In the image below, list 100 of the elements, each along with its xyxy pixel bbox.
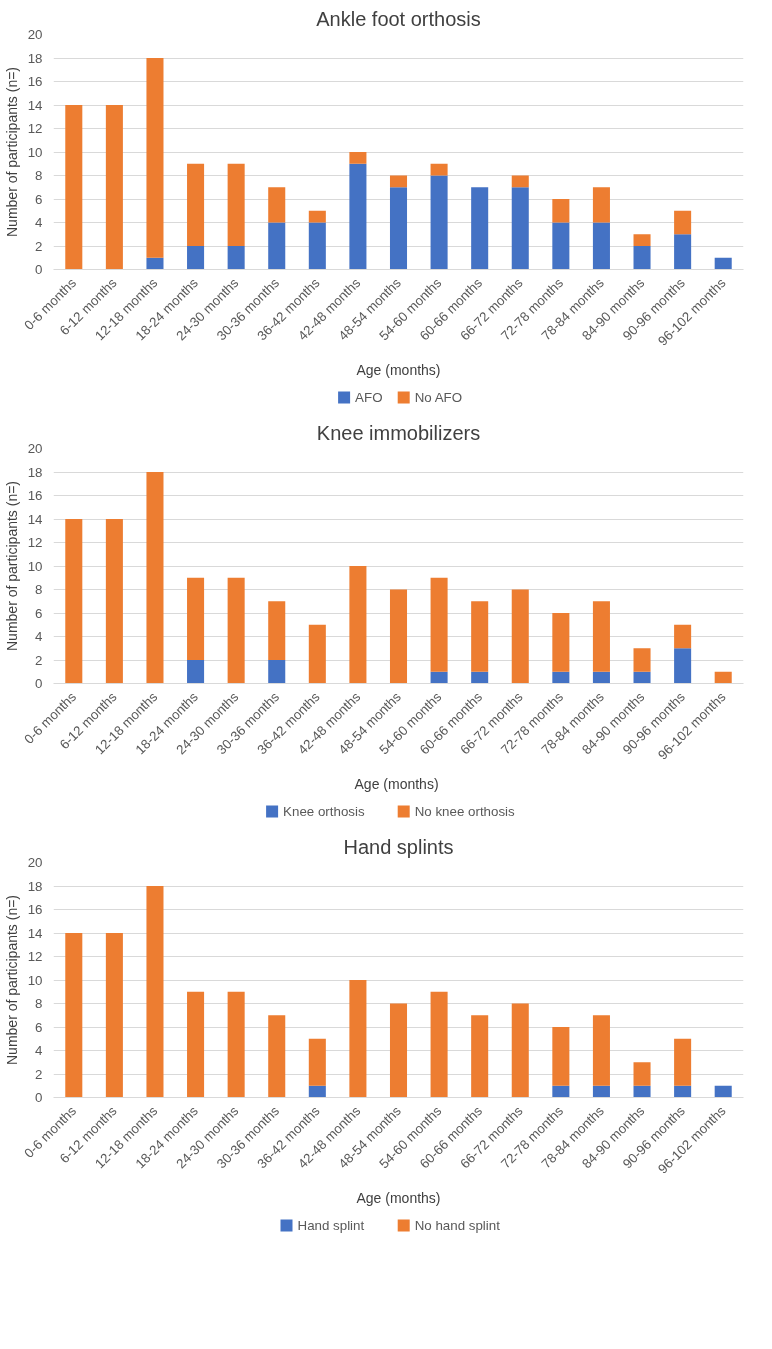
bar <box>471 1015 489 1098</box>
bar <box>268 222 286 270</box>
bar <box>552 222 570 270</box>
y-tick-label: 12 <box>27 121 43 136</box>
legend-label: Knee orthosis <box>283 804 365 819</box>
bar <box>389 589 408 684</box>
bar <box>471 601 489 672</box>
bar <box>187 246 205 270</box>
bar <box>268 660 286 684</box>
bar <box>552 1085 570 1098</box>
bar <box>65 519 83 684</box>
bar <box>308 210 326 223</box>
y-tick-label: 2 <box>35 652 43 668</box>
y-axis-title: Number of participants (n=) <box>3 894 20 1066</box>
y-tick-label: 6 <box>35 605 43 621</box>
bar <box>430 163 448 176</box>
legend-label: Hand splint <box>297 1218 365 1233</box>
bar <box>389 1003 408 1098</box>
bar <box>308 624 326 684</box>
bar <box>268 1015 286 1098</box>
bar <box>633 234 651 246</box>
bar <box>146 58 164 258</box>
y-tick-label: 20 <box>27 855 43 870</box>
bar <box>592 601 610 672</box>
y-tick-label: 6 <box>35 191 43 207</box>
bar <box>511 1003 529 1098</box>
bar <box>674 624 692 649</box>
bar <box>592 1085 610 1098</box>
bar <box>552 613 570 672</box>
y-axis-title: Number of participants (n=) <box>3 480 20 652</box>
y-tick-label: 2 <box>35 238 43 254</box>
bar <box>511 187 529 270</box>
bar <box>308 1085 326 1098</box>
y-tick-label: 2 <box>35 1066 43 1082</box>
bar <box>714 1085 732 1098</box>
bar <box>187 577 205 660</box>
bar <box>633 648 651 672</box>
bar <box>471 187 489 270</box>
y-tick-label: 8 <box>35 168 43 183</box>
y-tick-label: 0 <box>35 1090 43 1105</box>
bar <box>714 671 732 684</box>
bar <box>552 671 570 684</box>
y-tick-label: 18 <box>27 50 43 66</box>
bar <box>511 175 529 188</box>
bar <box>552 1027 570 1086</box>
bar <box>714 257 732 270</box>
bar <box>65 105 83 270</box>
bar <box>674 1085 692 1098</box>
bar <box>268 187 286 223</box>
x-axis-title: Age (months) <box>354 775 439 792</box>
bar <box>105 519 123 684</box>
bar <box>552 199 570 223</box>
bar <box>227 246 245 270</box>
chart-title: Hand splints <box>343 835 454 858</box>
bar <box>430 991 448 1098</box>
bar <box>430 175 448 270</box>
bar <box>349 152 367 164</box>
y-tick-label: 6 <box>35 1019 43 1035</box>
bar <box>105 105 123 270</box>
bar <box>674 1038 692 1086</box>
bar <box>674 234 692 270</box>
legend-label: No knee orthosis <box>414 804 516 819</box>
y-tick-label: 20 <box>27 441 43 456</box>
y-tick-label: 0 <box>35 676 43 691</box>
y-tick-label: 14 <box>27 97 44 113</box>
y-tick-label: 0 <box>35 262 43 277</box>
y-tick-label: 18 <box>27 878 43 894</box>
bar <box>633 246 651 270</box>
y-tick-label: 10 <box>27 972 43 988</box>
bar <box>511 589 529 684</box>
bar <box>308 222 326 270</box>
legend-label: No hand splint <box>414 1218 501 1233</box>
bar <box>187 660 205 684</box>
bar <box>592 187 610 223</box>
bar <box>105 933 123 1098</box>
bar <box>349 980 367 1098</box>
x-axis-title: Age (months) <box>356 361 441 378</box>
bar <box>349 566 367 684</box>
bar <box>674 648 692 684</box>
y-tick-label: 18 <box>27 464 43 480</box>
legend-label: No AFO <box>414 390 463 405</box>
bar <box>227 991 245 1098</box>
chart-title: Knee immobilizers <box>316 421 481 444</box>
bar <box>430 671 448 684</box>
y-axis-title: Number of participants (n=) <box>3 66 20 238</box>
y-tick-label: 16 <box>27 902 43 917</box>
bar <box>633 1062 651 1086</box>
y-tick-label: 12 <box>27 949 43 964</box>
bar <box>592 671 610 684</box>
y-tick-label: 4 <box>35 1043 44 1058</box>
bar <box>268 601 286 660</box>
y-tick-label: 16 <box>27 74 43 89</box>
bar <box>227 163 245 246</box>
y-tick-label: 14 <box>27 925 44 941</box>
bar <box>471 671 489 684</box>
y-tick-label: 4 <box>35 215 44 230</box>
y-tick-label: 8 <box>35 996 43 1011</box>
y-tick-label: 16 <box>27 488 43 503</box>
x-axis-title: Age (months) <box>356 1189 441 1206</box>
chart-title: Ankle foot orthosis <box>316 7 481 30</box>
